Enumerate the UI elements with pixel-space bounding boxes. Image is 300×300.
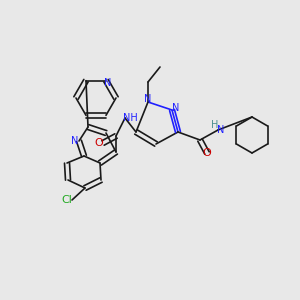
- Text: O: O: [202, 148, 211, 158]
- Text: O: O: [94, 138, 103, 148]
- Text: N: N: [217, 125, 225, 135]
- Text: N: N: [144, 94, 152, 104]
- Text: N: N: [71, 136, 79, 146]
- Text: Cl: Cl: [61, 195, 72, 205]
- Text: N: N: [104, 78, 112, 88]
- Text: H: H: [211, 120, 219, 130]
- Text: N: N: [172, 103, 180, 113]
- Text: NH: NH: [123, 113, 137, 123]
